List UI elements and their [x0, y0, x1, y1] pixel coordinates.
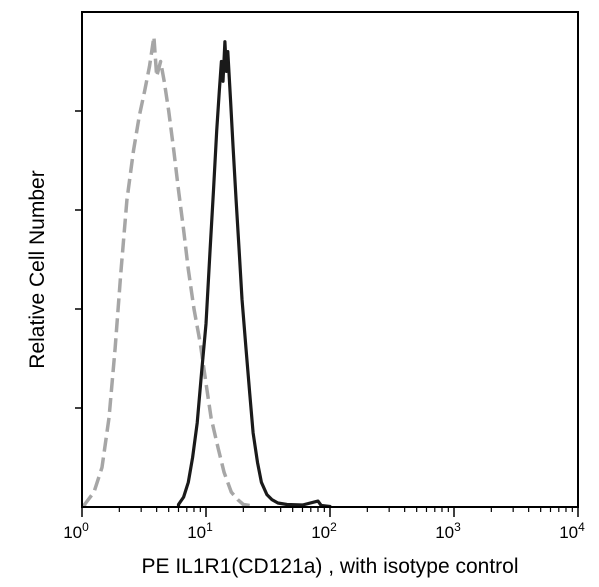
y-axis-label: Relative Cell Number	[26, 170, 49, 368]
x-tick-label-4: 104	[559, 520, 585, 542]
x-axis-label: PE IL1R1(CD121a) , with isotype control	[141, 555, 518, 578]
plot-frame	[81, 11, 579, 508]
x-tick-label-1: 101	[187, 520, 213, 542]
il1r1-histogram	[176, 40, 332, 509]
series-layer	[82, 35, 332, 509]
y-ticks	[75, 110, 82, 409]
isotype-control-histogram	[82, 35, 255, 508]
x-ticks: 100 101 102 103 104	[63, 507, 585, 542]
x-tick-label-3: 103	[435, 520, 461, 542]
x-tick-label-2: 102	[311, 520, 337, 542]
x-tick-label-0: 100	[63, 520, 89, 542]
